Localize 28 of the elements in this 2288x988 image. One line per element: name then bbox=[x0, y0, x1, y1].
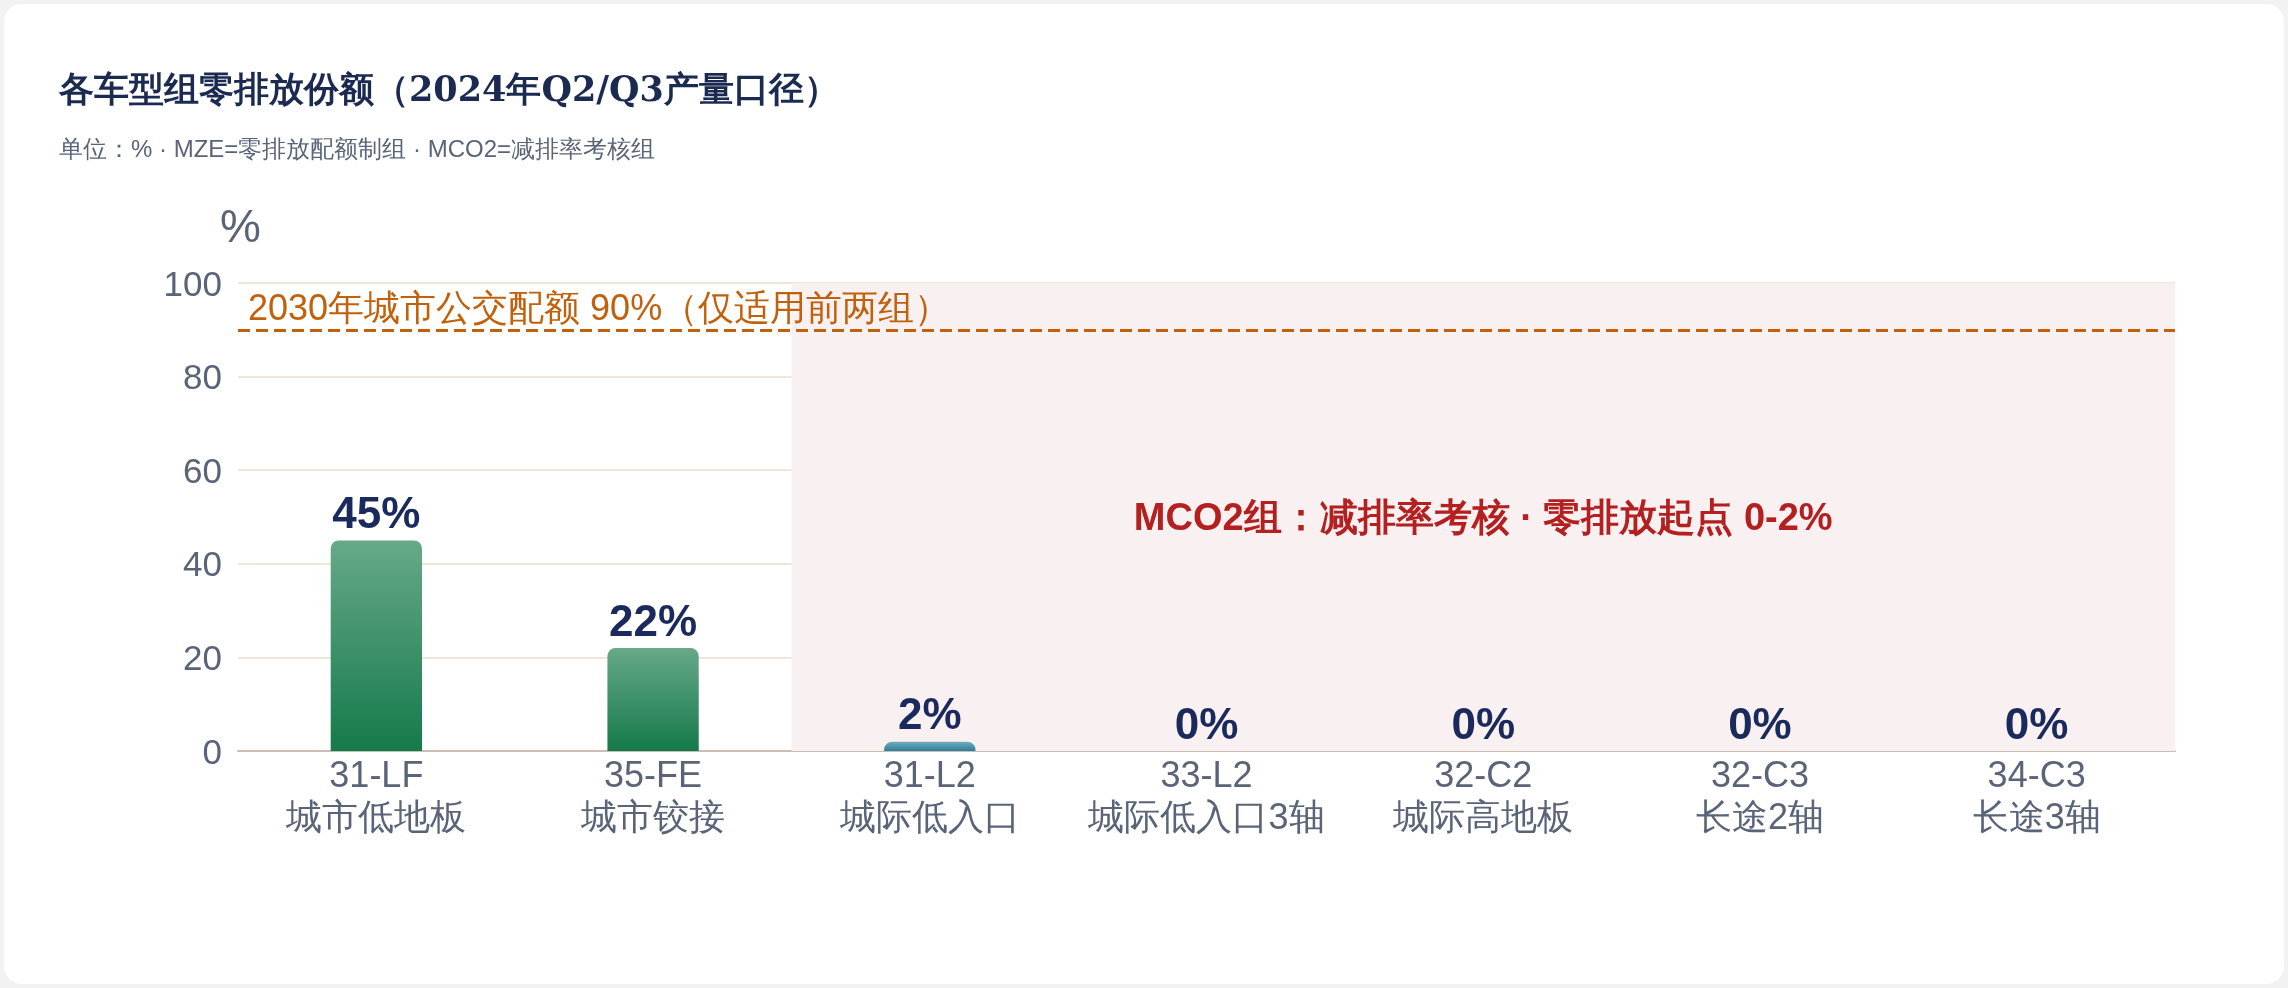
data-label: 0% bbox=[1728, 698, 1792, 748]
bar bbox=[330, 540, 423, 751]
data-label: 45% bbox=[332, 487, 421, 537]
y-tick-label: 20 bbox=[183, 637, 222, 677]
bar bbox=[607, 648, 699, 751]
data-label: 2% bbox=[897, 689, 962, 739]
x-tick-label: 33-L2 城际低入口3轴 bbox=[1087, 753, 1325, 837]
x-tick-label: 32-C3 长途2轴 bbox=[1695, 753, 1824, 837]
y-tick-label: 0 bbox=[202, 731, 222, 771]
chart-title: 各车型组零排放份额（2024年Q2/Q3产量口径） bbox=[58, 68, 839, 109]
x-tick-label: 34-C3 长途3轴 bbox=[1972, 753, 2101, 837]
y-axis-title: % bbox=[219, 200, 261, 252]
band-label: MCO2组：减排率考核 · 零排放起点 0-2% bbox=[1133, 496, 1833, 538]
y-tick-label: 40 bbox=[183, 544, 222, 584]
data-label: 0% bbox=[1174, 698, 1239, 748]
x-tick-label: 31-LF 城市低地板 bbox=[285, 753, 467, 837]
data-label: 0% bbox=[1451, 698, 1516, 748]
chart-subtitle: 单位：% · MZE=零排放配额制组 · MCO2=减排率考核组 bbox=[59, 134, 656, 162]
x-tick-label: 31-L2 城际低入口 bbox=[838, 753, 1020, 837]
y-tick-label: 60 bbox=[183, 450, 222, 490]
data-label: 22% bbox=[609, 595, 698, 645]
y-tick-label: 80 bbox=[183, 357, 222, 397]
bar bbox=[884, 741, 976, 751]
x-tick-label: 32-C2 城际高地板 bbox=[1392, 753, 1574, 837]
y-tick-label: 100 bbox=[163, 263, 222, 303]
x-tick-label: 35-FE 城市铰接 bbox=[580, 753, 726, 837]
ref-line-label: 2030年城市公交配额 90%（仅适用前两组） bbox=[248, 287, 951, 329]
data-label: 0% bbox=[2004, 698, 2069, 748]
